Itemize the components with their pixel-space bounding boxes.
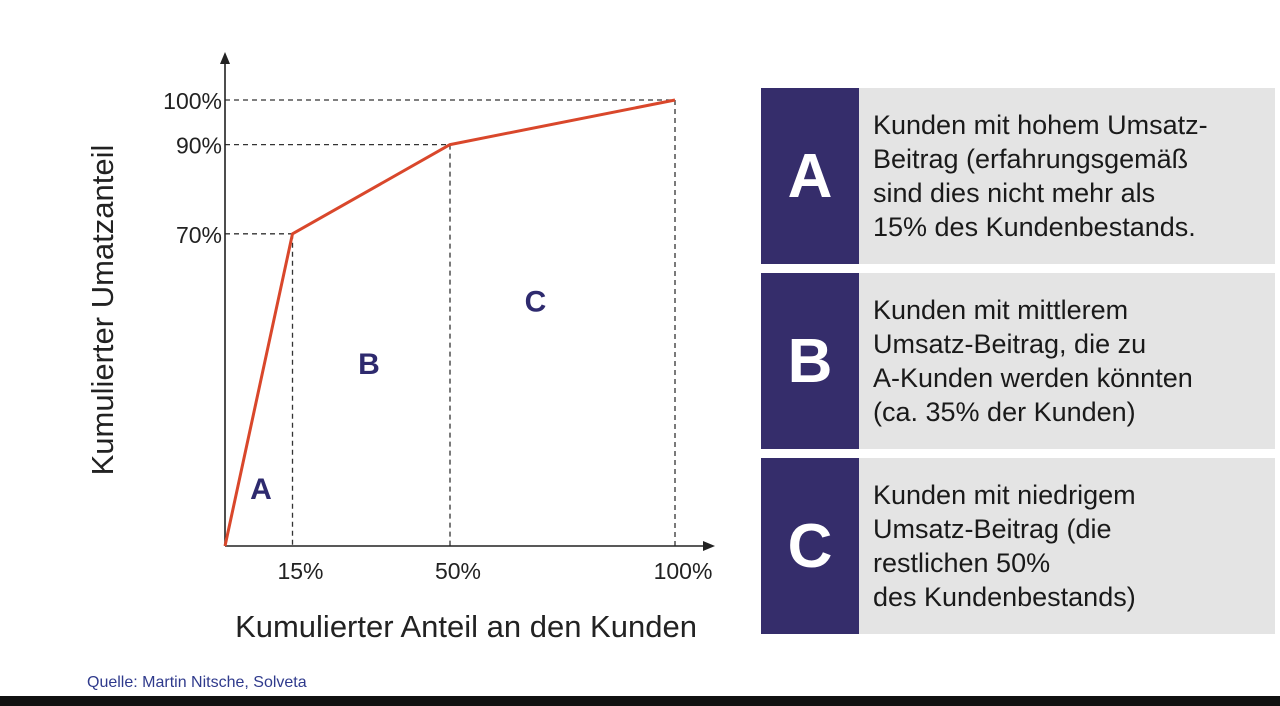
legend-row-c: C Kunden mit niedrigem Umsatz-Beitrag (d… [761, 458, 1275, 634]
region-label-b: B [358, 348, 380, 381]
legend-row-a: A Kunden mit hohem Umsatz- Beitrag (erfa… [761, 88, 1275, 264]
x-tick-label: 100% [654, 558, 713, 584]
legend-letter-a: A [761, 88, 859, 264]
source-note: Quelle: Martin Nitsche, Solveta [87, 674, 307, 691]
legend-panel: A Kunden mit hohem Umsatz- Beitrag (erfa… [761, 88, 1275, 634]
reference-lines [225, 99, 676, 546]
x-tick-label: 50% [435, 558, 481, 584]
legend-text-b: Kunden mit mittlerem Umsatz-Beitrag, die… [859, 273, 1275, 449]
y-axis-arrow [220, 52, 230, 64]
legend-letter-b: B [761, 273, 859, 449]
y-tick-label: 70% [176, 222, 222, 248]
tick-labels: 15% 50% 100% 70% 90% 100% [163, 88, 712, 584]
bottom-bar [0, 696, 1280, 706]
x-tick-label: 15% [277, 558, 323, 584]
region-labels: A B C [250, 286, 546, 506]
legend-row-b: B Kunden mit mittlerem Umsatz-Beitrag, d… [761, 273, 1275, 449]
axes [220, 52, 715, 551]
x-axis-arrow [703, 541, 715, 551]
region-label-a: A [250, 473, 272, 506]
legend-text-a: Kunden mit hohem Umsatz- Beitrag (erfahr… [859, 88, 1275, 264]
region-label-c: C [525, 286, 547, 319]
y-tick-label: 100% [163, 88, 222, 114]
abc-analysis-chart: 15% 50% 100% 70% 90% 100% A B C Kumulierter Ant… [85, 52, 715, 644]
y-tick-label: 90% [176, 133, 222, 159]
cumulative-revenue-line [223, 98, 676, 547]
x-axis-label: Kumulierter Anteil an den Kunden [235, 609, 697, 644]
series-layer [223, 98, 676, 547]
legend-letter-c: C [761, 458, 859, 634]
y-axis-label: Kumulierter Umatzanteil [85, 145, 120, 476]
legend-text-c: Kunden mit niedrigem Umsatz-Beitrag (die… [859, 458, 1275, 634]
